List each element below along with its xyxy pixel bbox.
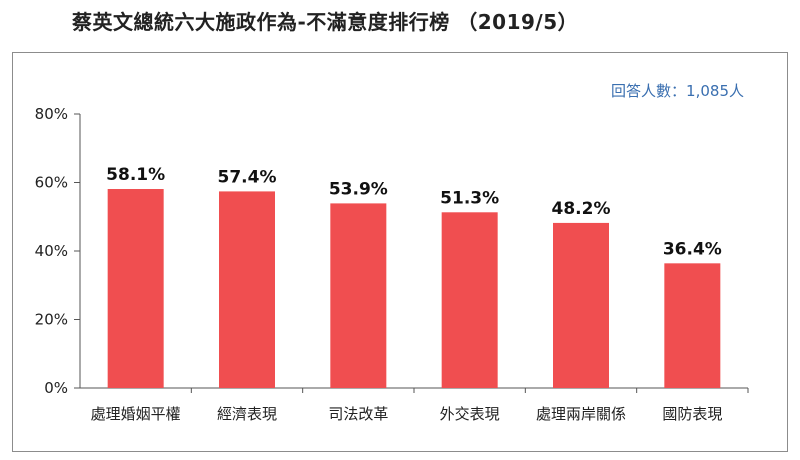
chart-title: 蔡英文總統六大施政作為-不滿意度排行榜 （2019/5） [72, 10, 579, 34]
y-tick-label: 0% [44, 379, 68, 397]
y-tick-label: 60% [35, 174, 68, 192]
sample-size-note: 回答人數：1,085人 [611, 82, 744, 100]
bar [330, 203, 387, 388]
y-tick-label: 20% [35, 311, 68, 329]
bar-value-label: 36.4% [663, 239, 722, 259]
x-category-label: 處理婚姻平權 [91, 405, 181, 423]
x-category-label: 司法改革 [328, 405, 388, 423]
x-category-label: 外交表現 [440, 405, 500, 423]
bar-value-label: 58.1% [106, 165, 165, 185]
x-category-label: 經濟表現 [217, 405, 277, 423]
x-category-label: 處理兩岸關係 [536, 405, 626, 423]
bar-value-label: 53.9% [329, 179, 388, 199]
x-category-label: 國防表現 [662, 405, 722, 423]
bar [553, 222, 609, 388]
y-tick-label: 40% [35, 242, 68, 260]
bar [441, 212, 498, 388]
bar [664, 263, 721, 388]
bar [107, 189, 164, 388]
bar-value-label: 57.4% [218, 167, 277, 187]
bar [219, 191, 275, 388]
bar-value-label: 48.2% [552, 199, 611, 219]
y-tick-label: 80% [35, 105, 68, 123]
bar-value-label: 51.3% [440, 188, 499, 208]
